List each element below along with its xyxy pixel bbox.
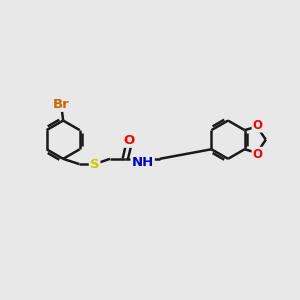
Text: S: S bbox=[90, 158, 100, 171]
Text: O: O bbox=[253, 148, 262, 161]
Text: O: O bbox=[124, 134, 135, 147]
Text: NH: NH bbox=[131, 156, 154, 169]
Text: O: O bbox=[253, 118, 262, 132]
Text: Br: Br bbox=[53, 98, 70, 111]
